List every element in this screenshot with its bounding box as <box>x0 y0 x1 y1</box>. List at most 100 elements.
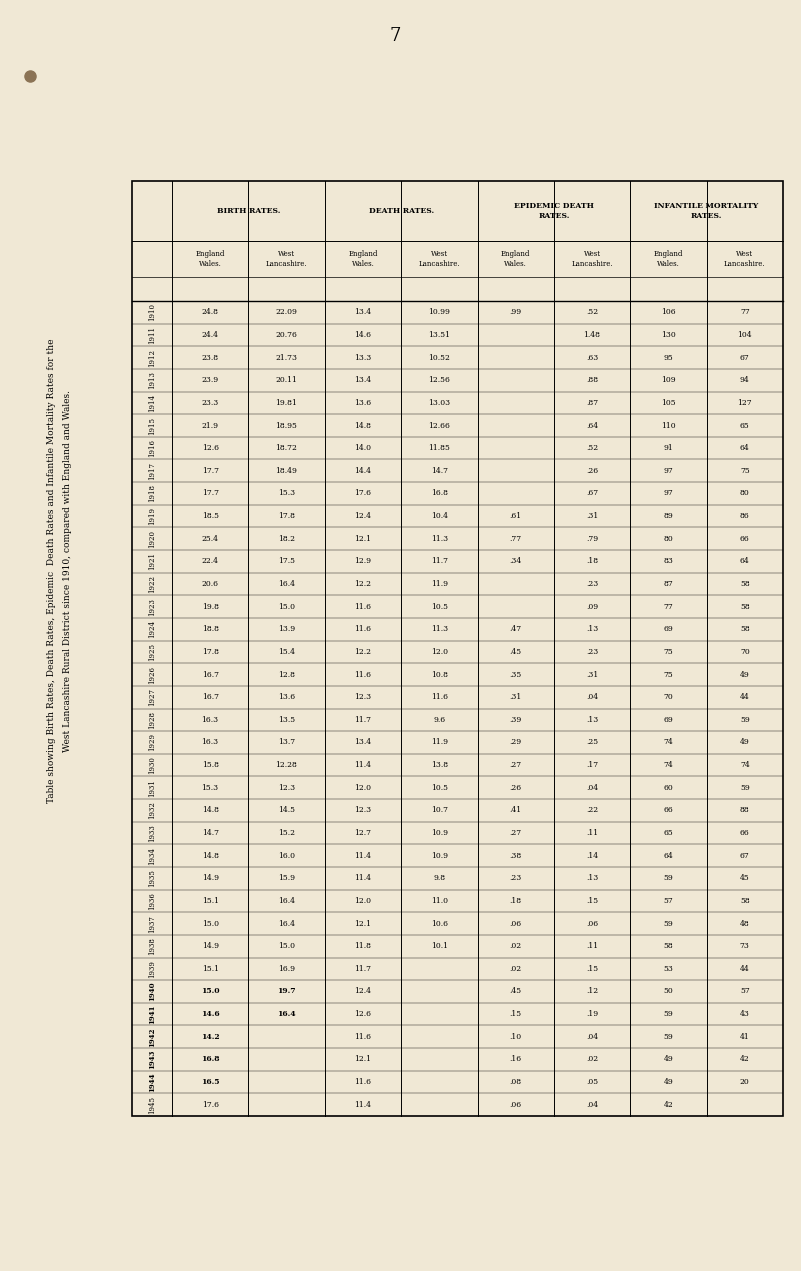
Text: 14.7: 14.7 <box>202 829 219 838</box>
Text: .29: .29 <box>509 738 521 746</box>
Text: 1927: 1927 <box>148 688 156 707</box>
Text: 105: 105 <box>661 399 676 407</box>
Text: 16.5: 16.5 <box>201 1078 219 1085</box>
Text: 10.6: 10.6 <box>431 920 448 928</box>
Text: 42: 42 <box>740 1055 750 1064</box>
Text: 12.7: 12.7 <box>354 829 372 838</box>
Text: .18: .18 <box>509 897 521 905</box>
Text: 14.9: 14.9 <box>202 874 219 882</box>
Text: 1916: 1916 <box>148 440 156 458</box>
Text: 70: 70 <box>663 693 674 702</box>
Text: 11.9: 11.9 <box>431 738 448 746</box>
Text: .27: .27 <box>509 761 521 769</box>
Text: 59: 59 <box>663 874 674 882</box>
Text: 60: 60 <box>663 784 674 792</box>
Text: 75: 75 <box>663 671 674 679</box>
Text: 23.9: 23.9 <box>202 376 219 384</box>
Text: 95: 95 <box>663 353 674 361</box>
Text: .63: .63 <box>586 353 598 361</box>
Text: 1913: 1913 <box>148 371 156 389</box>
Text: 10.1: 10.1 <box>431 942 448 951</box>
Text: 17.8: 17.8 <box>278 512 295 520</box>
Text: 1926: 1926 <box>148 666 156 684</box>
Text: 1912: 1912 <box>148 348 156 366</box>
Text: 16.4: 16.4 <box>278 920 295 928</box>
Text: England
Wales.: England Wales. <box>348 250 377 268</box>
Text: 12.4: 12.4 <box>354 988 372 995</box>
Text: 1933: 1933 <box>148 824 156 841</box>
Text: 12.0: 12.0 <box>354 897 372 905</box>
Text: 45: 45 <box>740 874 750 882</box>
Text: 13.4: 13.4 <box>354 376 372 384</box>
Text: 10.9: 10.9 <box>431 829 448 838</box>
Text: 66: 66 <box>740 829 750 838</box>
Text: .15: .15 <box>586 897 598 905</box>
Text: .16: .16 <box>509 1055 521 1064</box>
Text: 20.6: 20.6 <box>202 580 219 588</box>
Text: 15.3: 15.3 <box>278 489 295 497</box>
Text: 12.0: 12.0 <box>431 648 448 656</box>
Text: 11.7: 11.7 <box>431 558 448 566</box>
Text: 20: 20 <box>740 1078 750 1085</box>
Text: 17.8: 17.8 <box>202 648 219 656</box>
Text: 19.8: 19.8 <box>202 602 219 610</box>
Text: 14.8: 14.8 <box>202 806 219 815</box>
Text: 13.51: 13.51 <box>429 330 450 339</box>
Text: 11.4: 11.4 <box>354 852 372 859</box>
Text: .61: .61 <box>509 512 521 520</box>
Text: 58: 58 <box>740 580 750 588</box>
Text: 67: 67 <box>740 353 750 361</box>
Text: 16.4: 16.4 <box>277 1010 296 1018</box>
Text: .31: .31 <box>586 512 598 520</box>
Text: .04: .04 <box>586 1101 598 1108</box>
Text: 1940: 1940 <box>148 981 156 1002</box>
Text: .12: .12 <box>586 988 598 995</box>
Text: .18: .18 <box>586 558 598 566</box>
Text: .67: .67 <box>586 489 598 497</box>
Text: 18.8: 18.8 <box>202 625 219 633</box>
Text: 17.7: 17.7 <box>202 466 219 475</box>
Text: .41: .41 <box>509 806 521 815</box>
Text: 12.2: 12.2 <box>354 580 372 588</box>
Text: 18.2: 18.2 <box>278 535 295 543</box>
Text: 83: 83 <box>663 558 674 566</box>
Text: 15.0: 15.0 <box>201 988 219 995</box>
Text: 1911: 1911 <box>148 325 156 344</box>
Text: 1939: 1939 <box>148 960 156 977</box>
Text: 1937: 1937 <box>148 915 156 933</box>
Text: 87: 87 <box>663 580 674 588</box>
Text: 58: 58 <box>740 625 750 633</box>
Text: .13: .13 <box>586 874 598 882</box>
Text: .23: .23 <box>586 580 598 588</box>
Text: 13.4: 13.4 <box>354 738 372 746</box>
Text: 75: 75 <box>663 648 674 656</box>
Text: .17: .17 <box>586 761 598 769</box>
Text: 14.4: 14.4 <box>354 466 372 475</box>
Text: .88: .88 <box>586 376 598 384</box>
Text: .64: .64 <box>586 422 598 430</box>
Text: .39: .39 <box>509 716 521 723</box>
Text: 44: 44 <box>740 693 750 702</box>
Text: .45: .45 <box>509 648 521 656</box>
Text: 24.8: 24.8 <box>202 309 219 316</box>
Text: 11.0: 11.0 <box>431 897 448 905</box>
Text: 94: 94 <box>740 376 750 384</box>
Text: England
Wales.: England Wales. <box>195 250 225 268</box>
Text: West Lancashire Rural District since 1910, compared with England and Wales.: West Lancashire Rural District since 191… <box>63 390 73 752</box>
Text: BIRTH RATES.: BIRTH RATES. <box>217 207 280 215</box>
Text: 11.4: 11.4 <box>354 874 372 882</box>
Text: 64: 64 <box>663 852 674 859</box>
Text: 59: 59 <box>663 1010 674 1018</box>
Text: 10.7: 10.7 <box>431 806 448 815</box>
Text: .23: .23 <box>586 648 598 656</box>
Text: 11.3: 11.3 <box>431 535 448 543</box>
Text: 59: 59 <box>663 920 674 928</box>
Text: .35: .35 <box>509 671 521 679</box>
Text: 12.6: 12.6 <box>354 1010 372 1018</box>
Text: 17.6: 17.6 <box>354 489 372 497</box>
Text: .31: .31 <box>509 693 521 702</box>
Text: 1920: 1920 <box>148 530 156 548</box>
Text: 1942: 1942 <box>148 1027 156 1046</box>
Text: 15.2: 15.2 <box>278 829 295 838</box>
Text: .10: .10 <box>509 1033 521 1041</box>
